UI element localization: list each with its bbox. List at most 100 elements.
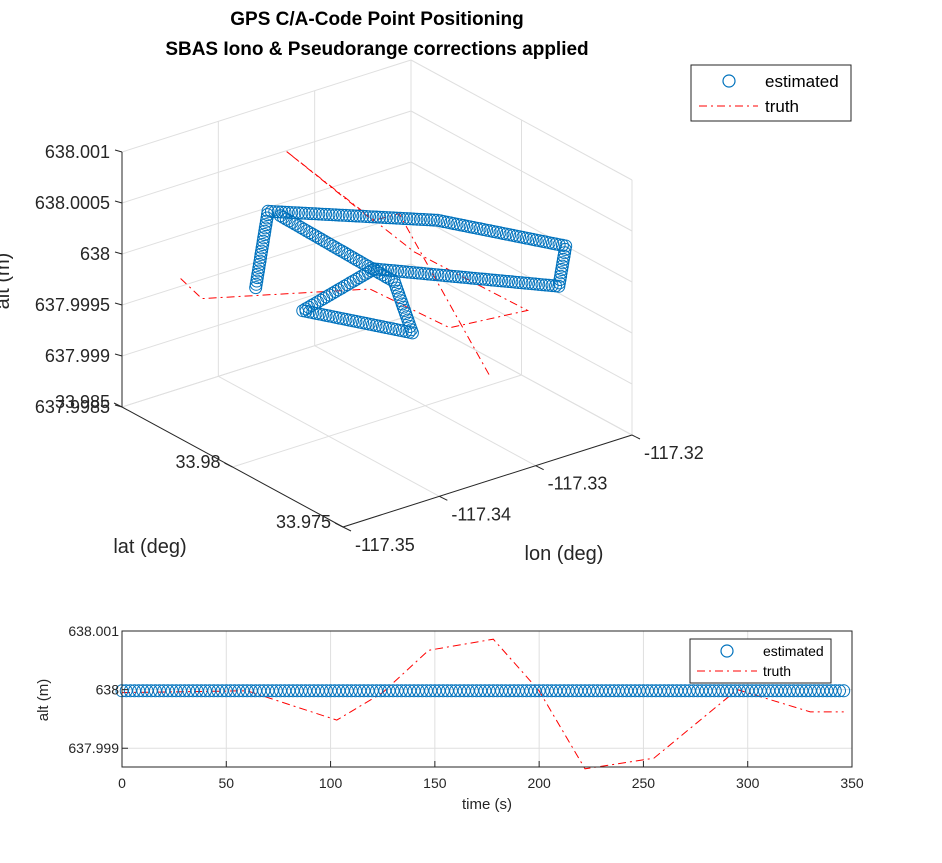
plot3d-ylabel: lat (deg) [113,536,186,558]
estimated-3d-point-63 [396,212,410,225]
plot2d-tick-labels: 0 50 100 150 200 250 300 350 637.999 638 638.001 [68,623,864,791]
tick-alt-4 [114,200,123,204]
tick-label-alt-4: 638.0005 [35,193,110,213]
tick-lon-0 [342,526,352,532]
estimated-3d-point-43 [329,208,343,222]
estimated-3d-point-49 [349,209,363,223]
estimated-3d-point-47 [342,209,356,223]
estimated-3d-point-48 [346,209,360,223]
tick-alt-0 [114,404,123,408]
estimated-3d-point-24 [264,205,278,218]
estimated-3d-point-158 [438,269,452,282]
plot3d-zlabel: alt (m) [0,253,14,310]
estimated-3d-point-172 [391,264,405,278]
estimated-3d-point-146 [478,272,492,286]
estimated-3d-point-51 [356,209,370,223]
tick-label-alt-1: 637.999 [45,346,110,366]
estimated-2d-point-16 [182,684,196,698]
estimated-3d-point-69 [417,213,431,226]
estimated-2d-point-121 [620,684,634,698]
estimated-3d-point-23 [261,204,275,218]
tick-lon-2 [535,465,544,471]
estimated-3d-point-155 [448,270,462,283]
plot3d-xlabel: lon (deg) [525,543,604,565]
plot3d-axes [113,149,641,532]
estimated-3d-point-129 [535,278,549,292]
estimated-3d-point-127 [542,278,556,292]
estimated-2d-point-86 [474,684,488,698]
estimated-2d-point-107 [561,684,575,698]
estimated-2d-point-58 [357,684,371,698]
plot2d-legend-estimated-marker [720,644,734,658]
plot3d-tick-labels: -117.35 -117.34 -117.33 -117.32 33.975 33.98 3… [35,142,704,555]
estimated-3d-point-171 [394,264,408,278]
plot3d-legend: estimated truth [690,64,852,122]
estimated-3d-point-33 [295,206,309,220]
estimated-3d-point-128 [538,278,552,292]
tick-label-lat-1: 33.98 [175,452,220,472]
estimated-2d-point-93 [503,684,517,698]
estimated-3d-point-68 [413,212,427,226]
estimated-2d-point-156 [766,684,780,698]
estimated-3d-point-65 [403,212,417,226]
estimated-3d-point-54 [366,210,380,224]
estimated-3d-point-72 [427,213,441,227]
estimated-3d-point-151 [461,271,475,285]
estimated-3d-point-168 [404,265,418,279]
estimated-3d-point-64 [400,212,414,226]
estimated-3d-point-42 [325,208,339,222]
estimated-3d-point-57 [376,210,390,224]
plot2d-xlabel: time (s) [462,796,512,813]
plot2d-estimated-series [115,684,851,698]
estimated-3d-point-28 [278,205,292,219]
estimated-3d-point-136 [512,276,525,289]
estimated-3d-point-143 [488,273,502,287]
plot2d-legend-truth-label: truth [763,663,791,679]
estimated-3d-point-35 [302,207,316,220]
grid-sidewall-alt-4 [410,110,633,232]
estimated-3d-point-142 [491,274,505,288]
grid-backwall-alt-0 [121,314,412,408]
tick-label-alt-5: 638.001 [45,142,110,162]
tick-alt-3 [114,251,123,255]
tick-label-time-4: 200 [527,775,551,791]
tick-alt-2 [114,302,123,306]
estimated-3d-point-291 [274,209,287,223]
estimated-3d-point-145 [481,273,495,287]
plot2d-legend: estimated truth [689,638,832,684]
estimated-3d-point-41 [322,208,336,221]
estimated-2d-point-44 [299,684,312,698]
estimated-3d-point-169 [401,265,415,279]
estimated-2d-point-142 [707,684,721,698]
estimated-3d-point-37 [308,207,322,221]
plot3d-legend-box [690,64,852,122]
tick-label-time-2: 100 [319,775,343,791]
plot2d-ylabel: alt (m) [35,679,52,722]
plot2d-legend-box [689,638,832,684]
tick-alt-1 [114,353,123,357]
estimated-3d-point-140 [498,274,512,288]
estimated-3d-point-157 [441,269,455,283]
estimated-2d-point-51 [328,684,342,698]
estimated-2d-point-163 [795,684,809,698]
estimated-2d-point-23 [211,684,225,698]
estimated-3d-point-55 [369,210,383,224]
estimated-3d-point-138 [505,275,519,289]
plot3d-title-line1: GPS C/A-Code Point Positioning [230,9,523,30]
estimated-3d-point-165 [414,266,428,280]
estimated-3d-point-149 [468,271,482,285]
estimated-3d-point-141 [495,274,509,288]
estimated-2d-point-9 [153,684,166,698]
tick-label-alt2d-2: 638.001 [68,623,119,639]
estimated-3d-point-125 [549,279,562,293]
estimated-3d-point-56 [373,210,387,224]
estimated-2d-point-65 [386,684,400,698]
plot2d-grid [122,631,852,767]
tick-label-lon-0: -117.35 [355,535,415,555]
tick-label-time-6: 300 [736,775,760,791]
estimated-3d-point-160 [431,268,445,282]
estimated-3d-point-137 [508,275,522,289]
estimated-3d-point-45 [336,208,349,222]
estimated-2d-point-100 [532,684,546,698]
plot3d-title-line2: SBAS Iono & Pseudorange corrections appl… [165,39,588,60]
